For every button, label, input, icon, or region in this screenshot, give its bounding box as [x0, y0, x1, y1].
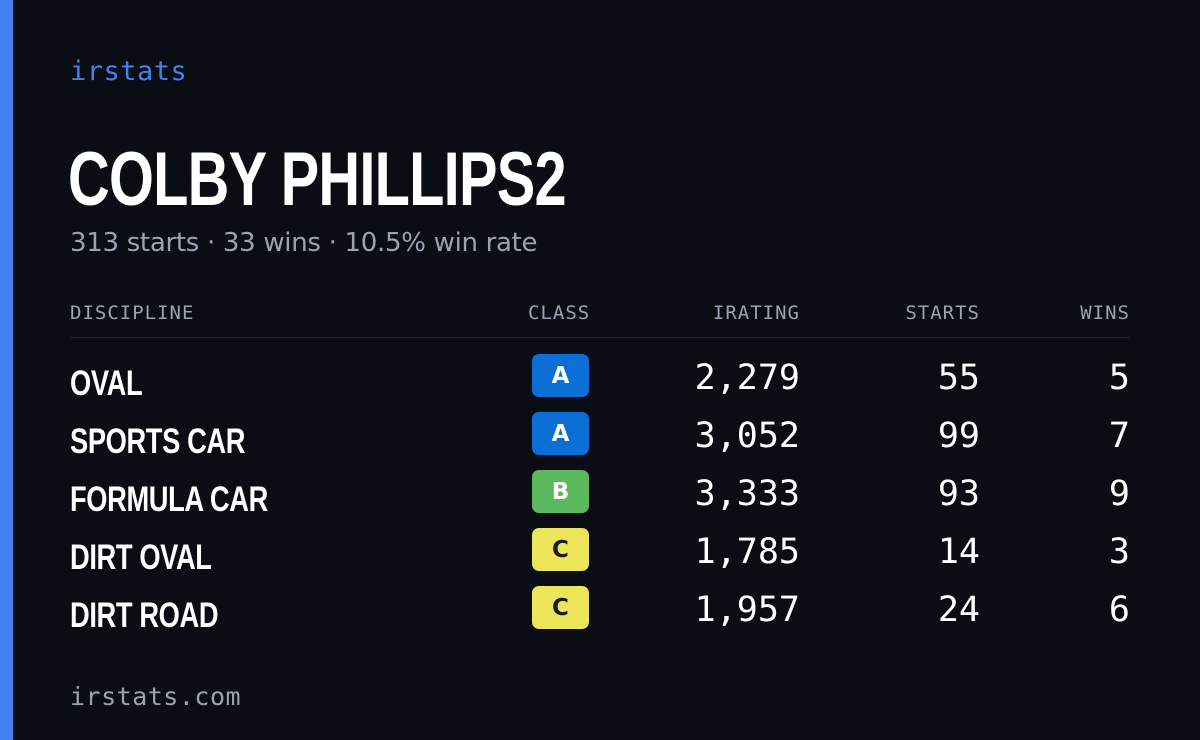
starts-value: 55 — [937, 358, 980, 398]
discipline-name: FORMULA CAR — [70, 480, 268, 519]
table-row: SPORTS CAR A 3,052 99 7 — [70, 412, 1130, 470]
starts-value: 24 — [937, 590, 980, 630]
class-badge: A — [532, 412, 589, 455]
wins-value: 6 — [1108, 590, 1130, 630]
footer-url[interactable]: irstats.com — [70, 682, 242, 711]
table-row: DIRT OVAL C 1,785 14 3 — [70, 528, 1130, 586]
wins-value: 7 — [1108, 416, 1130, 456]
table-row: OVAL A 2,279 55 5 — [70, 354, 1130, 412]
table-row: FORMULA CAR B 3,333 93 9 — [70, 470, 1130, 528]
irating-value: 1,957 — [694, 590, 800, 630]
header-irating: IRATING — [712, 302, 800, 324]
discipline-name: SPORTS CAR — [70, 422, 246, 461]
header-class: CLASS — [528, 302, 591, 324]
class-badge: C — [532, 586, 589, 629]
header-discipline: DISCIPLINE — [70, 302, 195, 324]
starts-value: 99 — [937, 416, 980, 456]
discipline-name: DIRT OVAL — [70, 538, 212, 577]
header-wins: WINS — [1080, 302, 1130, 324]
discipline-name: OVAL — [70, 364, 143, 403]
discipline-name: DIRT ROAD — [70, 596, 219, 635]
wins-value: 9 — [1108, 474, 1130, 514]
player-name: COLBY PHILLIPS2 — [68, 137, 567, 222]
stats-table: DISCIPLINE CLASS IRATING STARTS WINS OVA… — [70, 298, 1130, 644]
table-body: OVAL A 2,279 55 5 SPORTS CAR A 3,052 99 … — [70, 354, 1130, 644]
irating-value: 2,279 — [694, 358, 800, 398]
table-row: DIRT ROAD C 1,957 24 6 — [70, 586, 1130, 644]
brand-logo[interactable]: irstats — [70, 56, 188, 87]
player-summary: 313 starts · 33 wins · 10.5% win rate — [70, 228, 538, 258]
table-header: DISCIPLINE CLASS IRATING STARTS WINS — [70, 298, 1130, 338]
class-badge: A — [532, 354, 589, 397]
irating-value: 3,052 — [694, 416, 800, 456]
class-badge: C — [532, 528, 589, 571]
irating-value: 1,785 — [694, 532, 800, 572]
starts-value: 93 — [937, 474, 980, 514]
irating-value: 3,333 — [694, 474, 800, 514]
class-badge: B — [532, 470, 589, 513]
accent-bar — [0, 0, 13, 740]
header-starts: STARTS — [905, 302, 980, 324]
starts-value: 14 — [937, 532, 980, 572]
wins-value: 3 — [1108, 532, 1130, 572]
wins-value: 5 — [1108, 358, 1130, 398]
